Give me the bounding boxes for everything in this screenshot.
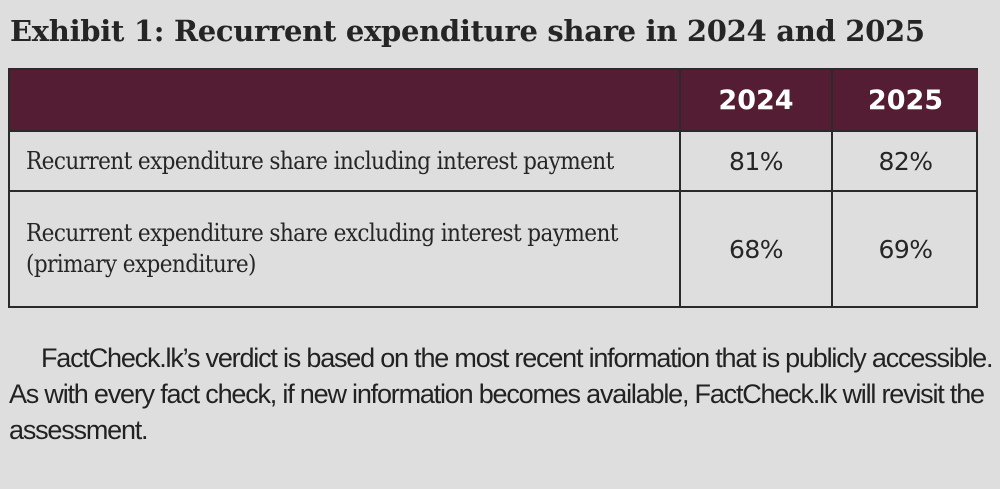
cell-2025: 69%: [831, 190, 978, 306]
exhibit-title: Exhibit 1: Recurrent expenditure share i…: [10, 14, 925, 48]
cell-2024: 68%: [679, 190, 832, 306]
column-header-2024: 2024: [679, 70, 832, 131]
verdict-note: FactCheck.lk’s verdict is based on the m…: [9, 343, 993, 445]
row-label: Recurrent expenditure share including in…: [10, 129, 680, 192]
column-header-2025: 2025: [831, 70, 978, 131]
column-header-label: [10, 70, 680, 131]
row-label: Recurrent expenditure share excluding in…: [10, 190, 680, 306]
table-row: Recurrent expenditure share including in…: [10, 129, 978, 192]
table-header-row: 2024 2025: [10, 70, 978, 131]
table-row: Recurrent expenditure share excluding in…: [10, 190, 978, 306]
cell-2025: 82%: [831, 129, 978, 192]
cell-2024: 81%: [679, 129, 832, 192]
exhibit-table-container: 2024 2025 Recurrent expenditure share in…: [8, 68, 978, 308]
exhibit-table: 2024 2025 Recurrent expenditure share in…: [10, 70, 978, 306]
